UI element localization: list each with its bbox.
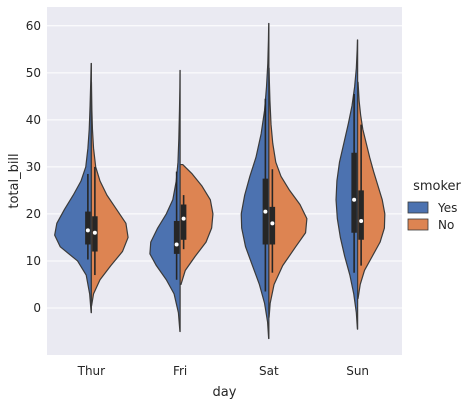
violin-half-yes-fri xyxy=(149,69,181,333)
violins xyxy=(54,22,386,340)
violin-half-no-sat xyxy=(268,67,308,318)
violin-half-yes-sun xyxy=(335,39,359,330)
x-tick-label: Sat xyxy=(259,364,279,378)
legend-label-yes: Yes xyxy=(437,201,457,215)
median-dot-yes-fri xyxy=(174,242,179,247)
y-tick-label: 50 xyxy=(26,66,41,80)
x-tick-label: Sun xyxy=(346,364,369,378)
legend-label-no: No xyxy=(438,218,454,232)
x-axis-label: day xyxy=(213,385,237,400)
legend-entries: Yes No xyxy=(407,201,457,232)
legend-title: smoker xyxy=(413,179,461,194)
legend: smoker Yes No xyxy=(407,179,462,232)
median-dot-no-fri xyxy=(181,216,186,221)
y-axis-label: total_bill xyxy=(7,153,22,208)
x-tick-label: Thur xyxy=(77,364,106,378)
y-tick-label: 30 xyxy=(26,160,41,174)
median-dot-no-sun xyxy=(359,218,364,223)
median-dot-no-thur xyxy=(92,230,97,235)
y-tick-label: 20 xyxy=(26,207,41,221)
y-tick-label: 60 xyxy=(26,19,41,33)
violin-half-no-sun xyxy=(357,81,386,300)
legend-swatch-yes xyxy=(407,201,429,214)
legend-swatch-no xyxy=(407,218,429,231)
median-dot-yes-sun xyxy=(352,197,357,202)
y-tick-labels: 0 10 20 30 40 50 60 xyxy=(26,19,41,315)
violin-half-yes-thur xyxy=(54,62,92,314)
y-tick-label: 10 xyxy=(26,254,41,268)
y-tick-label: 0 xyxy=(33,301,41,315)
violin-half-no-thur xyxy=(90,81,129,307)
median-dot-yes-thur xyxy=(85,228,90,233)
violin-half-no-fri xyxy=(179,163,214,286)
violin-half-yes-sat xyxy=(240,22,270,340)
x-tick-labels: Thur Fri Sat Sun xyxy=(77,364,369,378)
x-tick-label: Fri xyxy=(173,364,187,378)
y-tick-label: 40 xyxy=(26,113,41,127)
median-dot-yes-sat xyxy=(263,209,268,214)
median-dot-no-sat xyxy=(270,221,275,226)
